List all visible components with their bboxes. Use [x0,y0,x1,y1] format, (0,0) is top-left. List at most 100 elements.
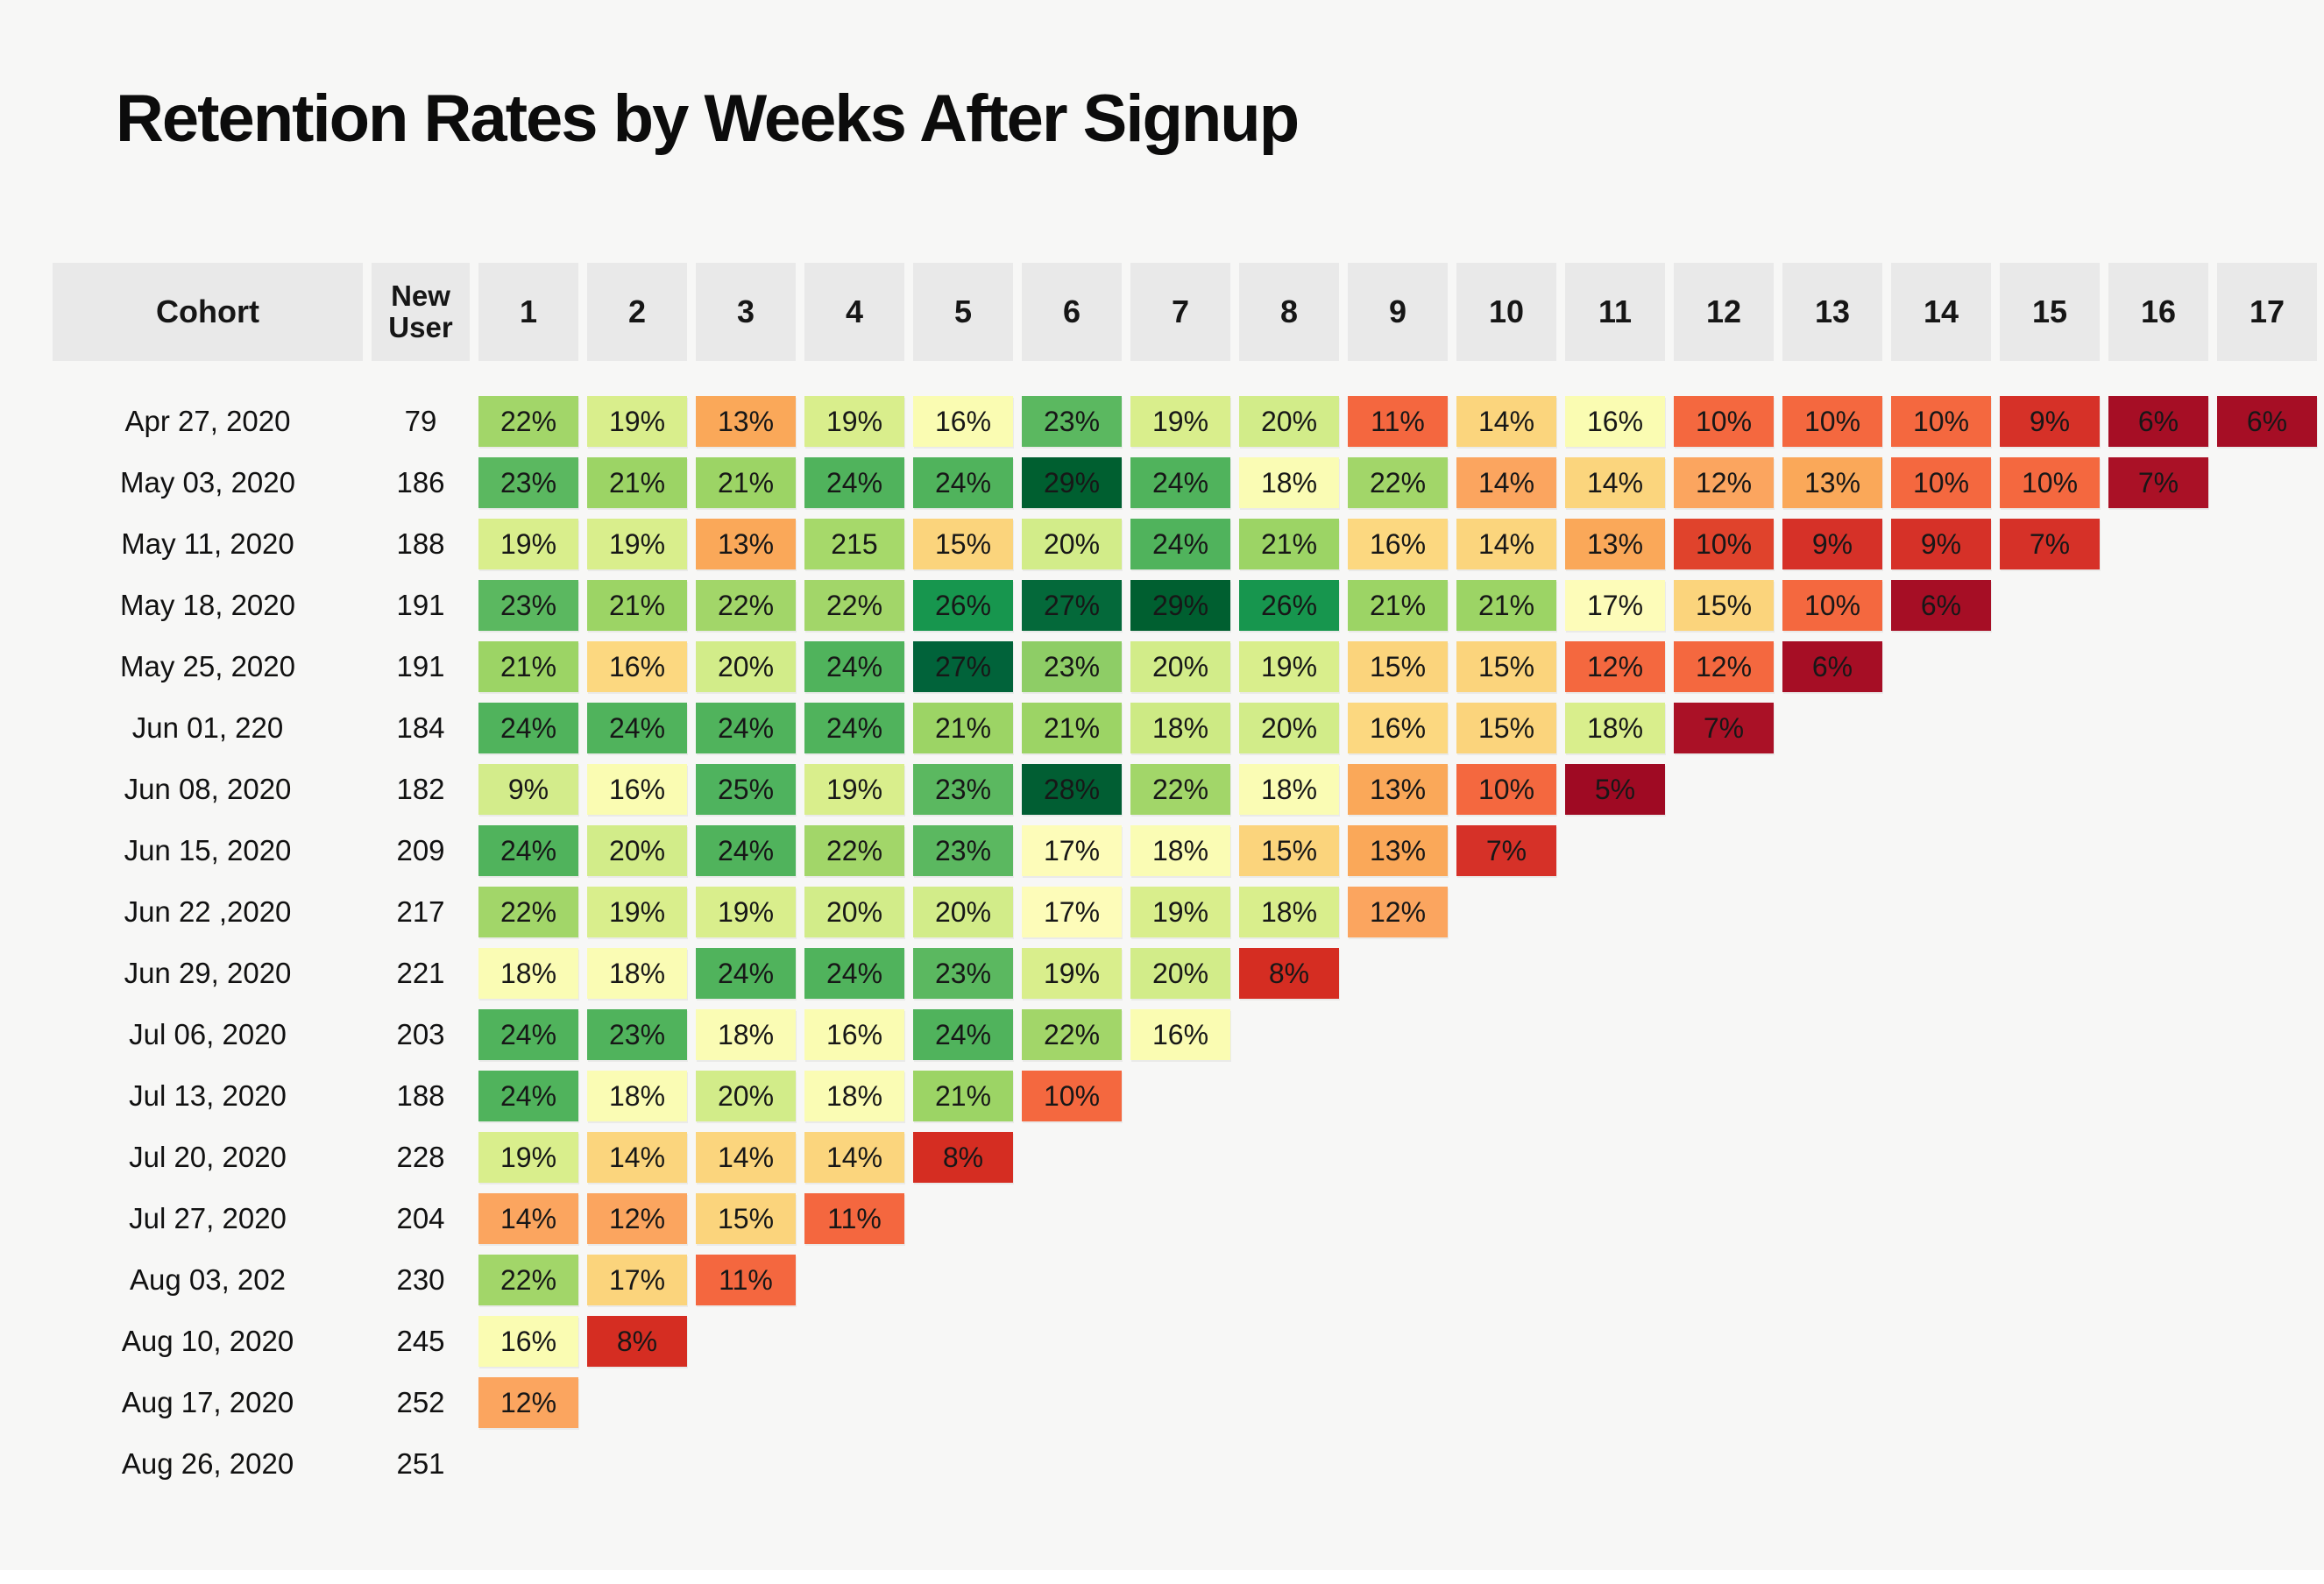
retention-cell: 20% [913,887,1013,937]
cohort-row-label: Aug 26, 2020 [121,1447,294,1480]
retention-cell: 25% [696,764,796,815]
new-users-value: 188 [396,1079,445,1112]
column-header-week-13: 13 [1782,263,1882,361]
retention-cell: 21% [587,580,687,631]
retention-cell: 10% [1022,1071,1122,1121]
retention-cell: 24% [804,457,904,508]
retention-cell: 21% [1022,703,1122,753]
retention-cell: 22% [804,580,904,631]
retention-cell: 19% [804,396,904,447]
retention-cell: 18% [1565,703,1665,753]
retention-cell: 22% [696,580,796,631]
retention-cell: 10% [2000,457,2100,508]
retention-cell: 18% [1239,764,1339,815]
retention-cell: 18% [587,1071,687,1121]
bottom-strip [0,1570,2324,1584]
retention-cell: 21% [1456,580,1556,631]
new-users-value: 245 [396,1325,445,1357]
retention-cell: 24% [804,948,904,999]
retention-cell: 15% [1348,641,1448,692]
retention-cell: 18% [1130,825,1230,876]
new-users-value: 182 [396,773,445,805]
new-users-value: 184 [396,711,445,744]
retention-cell: 7% [2108,457,2208,508]
cohort-row-label: Aug 10, 2020 [121,1325,294,1357]
retention-cell: 24% [587,703,687,753]
retention-cell: 11% [804,1193,904,1244]
column-header-week-15: 15 [2000,263,2100,361]
cohort-row-label: Jul 13, 2020 [129,1079,287,1112]
retention-cell: 10% [1891,457,1991,508]
retention-cell: 19% [1022,948,1122,999]
retention-cell: 13% [1348,764,1448,815]
cohort-row-label: Apr 27, 2020 [124,405,291,437]
cohort-row-label: May 03, 2020 [120,466,295,499]
retention-cell: 14% [804,1132,904,1183]
retention-cell: 23% [913,764,1013,815]
column-header-week-2: 2 [587,263,687,361]
retention-cell: 16% [1348,519,1448,569]
retention-cell: 7% [1456,825,1556,876]
retention-cell: 21% [587,457,687,508]
retention-cell: 17% [1565,580,1665,631]
retention-cell: 15% [913,519,1013,569]
retention-cell: 17% [587,1255,687,1305]
retention-cell: 14% [1456,396,1556,447]
retention-cell: 26% [913,580,1013,631]
new-users-value: 188 [396,527,445,560]
retention-cell: 20% [587,825,687,876]
column-header-week-9: 9 [1348,263,1448,361]
retention-cell: 20% [696,641,796,692]
cohort-row-label: Aug 03, 202 [130,1263,286,1296]
cohort-row-label: Aug 17, 2020 [121,1386,294,1418]
cohort-row-label: Jun 29, 2020 [124,957,292,989]
retention-cell: 6% [1891,580,1991,631]
retention-cell: 15% [1456,641,1556,692]
retention-cell: 10% [1456,764,1556,815]
retention-cell: 29% [1130,580,1230,631]
retention-cell: 24% [478,1071,578,1121]
retention-cell: 19% [478,519,578,569]
retention-cell: 10% [1782,396,1882,447]
retention-cell: 19% [1130,396,1230,447]
retention-cell: 14% [1456,519,1556,569]
cohort-row-label: Jun 01, 220 [131,711,284,744]
retention-cell: 17% [1022,887,1122,937]
retention-cell: 19% [1239,641,1339,692]
retention-cell: 21% [913,1071,1013,1121]
retention-cell: 19% [587,887,687,937]
retention-cell: 22% [1022,1009,1122,1060]
retention-cell: 20% [1022,519,1122,569]
retention-cell: 24% [913,457,1013,508]
retention-cell: 18% [804,1071,904,1121]
retention-cell: 27% [1022,580,1122,631]
retention-cell: 12% [1565,641,1665,692]
retention-cell: 19% [478,1132,578,1183]
retention-cell: 15% [1239,825,1339,876]
retention-cell: 16% [913,396,1013,447]
new-users-value: 191 [396,589,445,621]
column-header-week-1: 1 [478,263,578,361]
retention-cell: 15% [696,1193,796,1244]
retention-cell: 8% [587,1316,687,1367]
retention-cell: 6% [1782,641,1882,692]
retention-cell: 18% [1130,703,1230,753]
retention-cell: 6% [2217,396,2317,447]
retention-cell: 22% [478,887,578,937]
retention-cell: 23% [1022,641,1122,692]
retention-cell: 22% [804,825,904,876]
retention-cell: 10% [1782,580,1882,631]
retention-cell: 9% [2000,396,2100,447]
retention-cell: 14% [587,1132,687,1183]
retention-cell: 16% [1565,396,1665,447]
cohort-row-label: May 18, 2020 [120,589,295,621]
retention-cell: 13% [696,519,796,569]
retention-cell: 18% [696,1009,796,1060]
new-users-value: 209 [396,834,445,866]
column-header-new-user: New User [372,263,470,361]
column-header-week-16: 16 [2108,263,2208,361]
retention-cell: 19% [587,519,687,569]
new-users-value: 191 [396,650,445,682]
retention-cell: 22% [1348,457,1448,508]
